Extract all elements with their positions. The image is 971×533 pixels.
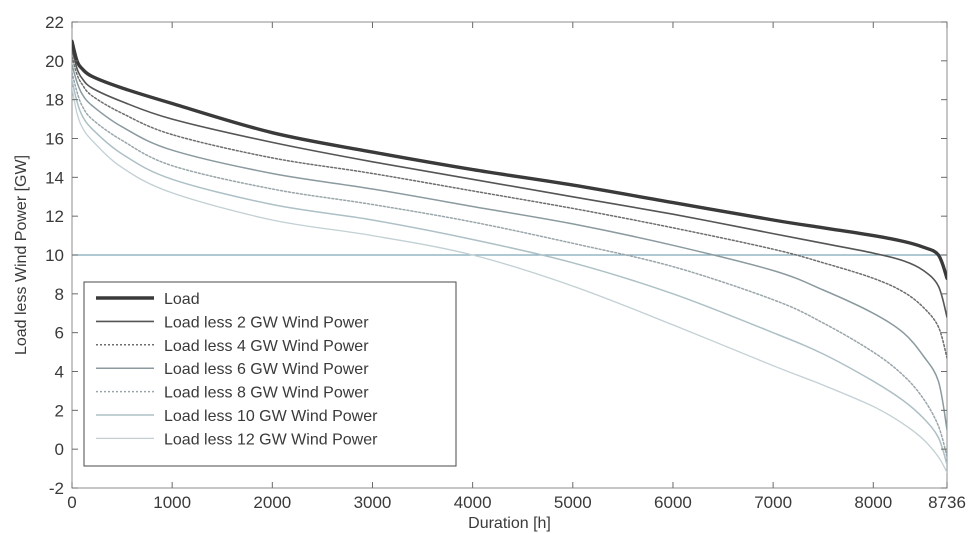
y-tick-label: 22 bbox=[45, 13, 64, 32]
x-tick-label: 5000 bbox=[554, 493, 592, 512]
y-tick-label: 4 bbox=[55, 363, 64, 382]
legend-label: Load less 8 GW Wind Power bbox=[164, 385, 369, 402]
series-line-0 bbox=[72, 39, 947, 280]
series-line-6 bbox=[72, 87, 947, 474]
y-tick-label: 16 bbox=[45, 130, 64, 149]
y-tick-label: 8 bbox=[55, 285, 64, 304]
x-tick-label: 7000 bbox=[754, 493, 792, 512]
y-tick-label: 14 bbox=[45, 168, 64, 187]
y-tick-label: 18 bbox=[45, 91, 64, 110]
x-tick-label: 0 bbox=[67, 493, 76, 512]
legend-label: Load less 2 GW Wind Power bbox=[164, 314, 369, 331]
series-line-4 bbox=[72, 71, 947, 458]
series-line-5 bbox=[72, 79, 947, 466]
x-tick-label: 2000 bbox=[253, 493, 291, 512]
x-tick-label: 6000 bbox=[654, 493, 692, 512]
y-axis-label: Load less Wind Power [GW] bbox=[13, 155, 30, 355]
y-tick-label: -2 bbox=[49, 479, 64, 498]
series-line-2 bbox=[72, 56, 947, 359]
series-layer bbox=[72, 39, 947, 474]
legend-label: Load less 4 GW Wind Power bbox=[164, 338, 369, 355]
legend-label: Load bbox=[164, 291, 200, 308]
y-tick-label: 12 bbox=[45, 207, 64, 226]
x-tick-label: 1000 bbox=[153, 493, 191, 512]
y-tick-label: 0 bbox=[55, 440, 64, 459]
legend: Load Load less 2 GW Wind Power Load less 4… bbox=[83, 281, 457, 467]
x-axis-label: Duration [h] bbox=[468, 515, 551, 532]
legend-label: Load less 6 GW Wind Power bbox=[164, 361, 369, 378]
legend-label: Load less 12 GW Wind Power bbox=[164, 431, 378, 448]
y-tick-label: 2 bbox=[55, 401, 64, 420]
x-tick-label: 8000 bbox=[854, 493, 892, 512]
legend-label: Load less 10 GW Wind Power bbox=[164, 408, 378, 425]
series-line-3 bbox=[72, 63, 947, 431]
y-tick-label: 20 bbox=[45, 52, 64, 71]
y-tick-label: 10 bbox=[45, 246, 64, 265]
legend-box bbox=[83, 281, 457, 467]
series-line-1 bbox=[72, 48, 947, 318]
x-tick-label: 3000 bbox=[354, 493, 392, 512]
y-tick-label: 6 bbox=[55, 324, 64, 343]
x-tick-label: 4000 bbox=[454, 493, 492, 512]
x-tick-label: 8736 bbox=[928, 493, 966, 512]
axes: 0 1000 2000 3000 4000 5000 6000 7000 8000 8736-20… bbox=[45, 13, 966, 512]
